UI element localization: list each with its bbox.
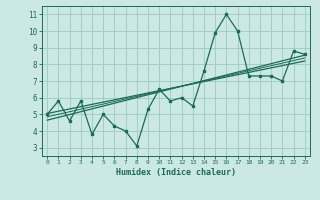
- X-axis label: Humidex (Indice chaleur): Humidex (Indice chaleur): [116, 168, 236, 177]
